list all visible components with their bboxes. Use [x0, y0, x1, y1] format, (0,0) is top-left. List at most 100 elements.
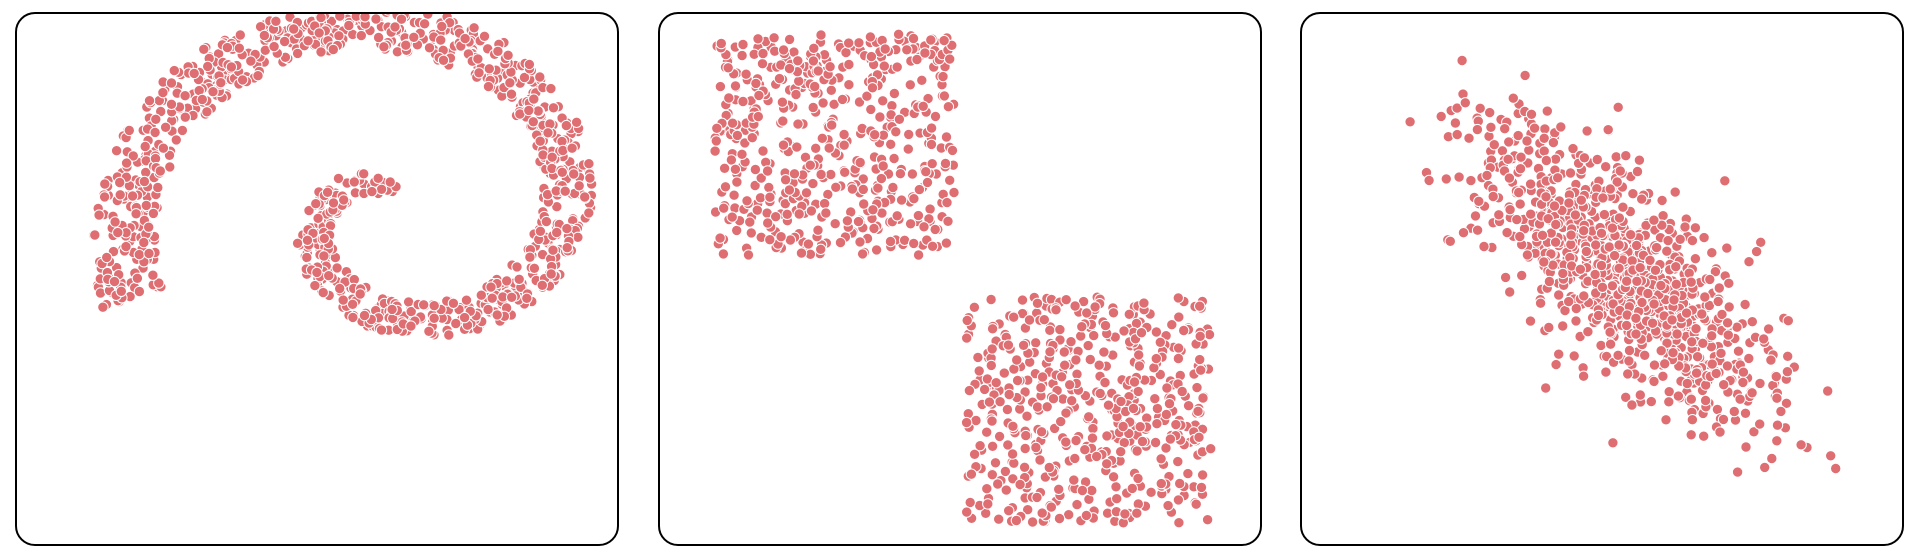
scatter-point	[1150, 352, 1162, 365]
scatter-point	[1107, 471, 1120, 483]
scatter-point	[1567, 142, 1579, 155]
scatter-point	[1499, 271, 1512, 284]
scatter-point	[829, 218, 841, 230]
scatter-point	[749, 163, 762, 176]
scatter-point	[1715, 347, 1727, 359]
scatter-point	[1781, 366, 1794, 378]
scatter-point	[828, 98, 840, 111]
scatter-point	[221, 41, 234, 54]
scatter-point	[1656, 194, 1668, 207]
scatter-point	[1739, 298, 1751, 311]
scatter-point	[731, 224, 743, 237]
scatter-point	[1151, 402, 1164, 415]
scatter-point	[1723, 277, 1735, 289]
scatter-point	[402, 296, 415, 308]
scatter-point	[389, 21, 401, 33]
scatter-point	[805, 205, 818, 217]
scatter-point	[1691, 351, 1704, 363]
scatter-point	[1154, 336, 1166, 348]
scatter-point	[808, 42, 820, 54]
scatter-point	[478, 30, 491, 42]
scatter-point	[473, 67, 485, 79]
scatter-point	[776, 96, 789, 108]
scatter-point	[972, 351, 984, 364]
scatter-point	[1685, 393, 1697, 405]
scatter-point	[719, 181, 732, 193]
scatter-point	[942, 101, 955, 113]
scatter-point	[354, 288, 366, 300]
scatter-point	[348, 176, 360, 188]
scatter-point	[163, 149, 176, 162]
scatter-point	[1011, 354, 1023, 366]
scatter-point	[1521, 135, 1533, 147]
scatter-point	[775, 231, 787, 243]
scatter-point	[993, 513, 1005, 525]
scatter-point	[317, 286, 329, 299]
scatter-point	[1669, 186, 1681, 198]
scatter-point	[1666, 314, 1678, 326]
scatter-point	[311, 266, 323, 279]
scatter-point	[447, 297, 460, 309]
scatter-point	[147, 207, 160, 220]
scatter-point	[788, 168, 801, 180]
scatter-point	[1155, 453, 1167, 465]
scatter-point	[1743, 256, 1755, 268]
scatter-point	[1023, 314, 1036, 326]
scatter-point	[1822, 385, 1834, 397]
scatter-point	[1082, 339, 1094, 352]
scatter-point	[236, 74, 249, 86]
scatter-point	[746, 132, 759, 144]
scatter-point	[1597, 192, 1609, 204]
scatter-point	[1172, 342, 1185, 354]
scatter-point	[346, 298, 359, 310]
scatter-point	[1581, 125, 1593, 137]
scatter-point	[890, 126, 902, 138]
scatter-point	[750, 77, 762, 90]
scatter-point	[333, 30, 345, 42]
scatter-point	[924, 203, 936, 215]
scatter-point	[1547, 136, 1560, 149]
scatter-point	[1690, 323, 1702, 335]
scatter-point	[1541, 105, 1554, 117]
scatter-point	[1499, 123, 1511, 135]
scatter-point	[1634, 389, 1646, 401]
scatter-point	[846, 183, 859, 195]
scatter-point	[1661, 245, 1673, 257]
scatter-point	[245, 55, 257, 67]
scatter-point	[1502, 153, 1514, 166]
scatter-point	[1021, 410, 1033, 422]
scatter-point	[807, 55, 820, 67]
scatter-point	[400, 39, 412, 51]
scatter-point	[1613, 212, 1626, 224]
scatter-point	[472, 53, 484, 65]
scatter-point	[722, 62, 734, 74]
scatter-point	[139, 140, 151, 153]
scatter-point	[1746, 316, 1758, 328]
scatter-point	[1534, 297, 1547, 309]
scatter-point	[1194, 353, 1206, 366]
scatter-point	[1053, 512, 1066, 525]
scatter-point	[1614, 165, 1626, 177]
scatter-point	[133, 285, 146, 298]
scatter-point	[1205, 443, 1217, 455]
scatter-point	[912, 209, 925, 222]
scatter-point	[1022, 504, 1034, 516]
scatter-point	[1119, 508, 1131, 520]
scatter-point	[1540, 382, 1552, 394]
scatter-point	[1066, 395, 1078, 407]
scatter-point	[288, 23, 300, 35]
scatter-point	[891, 61, 903, 73]
scatter-point	[1041, 401, 1053, 413]
scatter-point	[1087, 422, 1099, 435]
scatter-point	[99, 178, 111, 190]
scatter-point	[1549, 153, 1562, 165]
scatter-point	[1737, 376, 1749, 389]
scatter-point	[1514, 198, 1526, 210]
scatter-point	[1469, 210, 1482, 222]
scatter-point	[1770, 370, 1782, 383]
scatter-point	[816, 132, 829, 145]
scatter-point	[1026, 516, 1039, 528]
scatter-point	[1636, 296, 1648, 309]
scatter-point	[1732, 345, 1745, 357]
scatter-point	[1710, 367, 1722, 380]
